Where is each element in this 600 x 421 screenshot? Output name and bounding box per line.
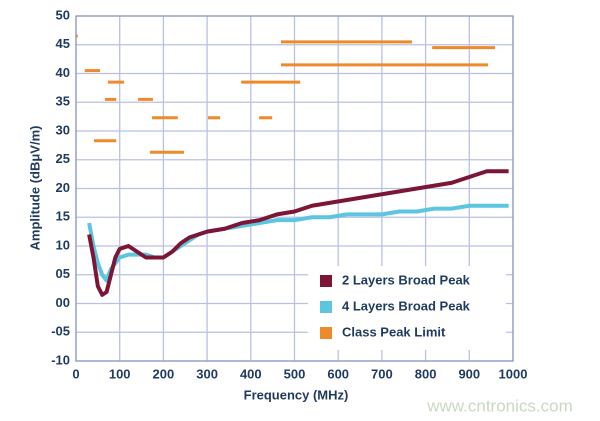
x-tick-label: 1000 xyxy=(499,366,528,381)
x-tick-label: 700 xyxy=(371,366,393,381)
y-tick-label: 10 xyxy=(56,237,70,252)
x-tick-label: 0 xyxy=(72,366,79,381)
x-tick-label: 200 xyxy=(153,366,175,381)
y-tick-label: 35 xyxy=(56,94,70,109)
legend-label: 4 Layers Broad Peak xyxy=(342,298,471,313)
plot-border xyxy=(75,15,514,362)
x-tick-label: 900 xyxy=(458,366,480,381)
y-tick-label: -10 xyxy=(51,352,70,367)
x-tick-label: 100 xyxy=(109,366,131,381)
y-tick-label: 00 xyxy=(56,295,70,310)
x-tick-label: 500 xyxy=(284,366,306,381)
x-tick-label: 600 xyxy=(327,366,349,381)
x-axis-title: Frequency (MHz) xyxy=(244,387,349,402)
legend-box xyxy=(308,266,506,350)
legend-label: Class Peak Limit xyxy=(342,324,446,339)
x-tick-label: 800 xyxy=(415,366,437,381)
x-tick-label: 300 xyxy=(196,366,218,381)
y-tick-label: 30 xyxy=(56,122,70,137)
y-axis-title: Amplitude (dBμV/m) xyxy=(27,126,42,251)
legend-label: 2 Layers Broad Peak xyxy=(342,272,471,287)
series-line xyxy=(87,169,509,297)
watermark: www.cntronics.com xyxy=(426,396,572,415)
y-tick-label: 15 xyxy=(56,209,70,224)
y-tick-label: 50 xyxy=(56,7,70,22)
y-tick-label: 05 xyxy=(56,266,70,281)
legend-swatch xyxy=(320,301,332,313)
y-tick-label: 25 xyxy=(56,151,70,166)
y-tick-label: 45 xyxy=(56,36,70,51)
y-tick-label: 40 xyxy=(56,65,70,80)
x-tick-label: 400 xyxy=(240,366,262,381)
y-tick-label: -05 xyxy=(51,324,70,339)
y-tick-label: 20 xyxy=(56,180,70,195)
legend-swatch xyxy=(320,327,332,339)
legend-swatch xyxy=(320,275,332,287)
